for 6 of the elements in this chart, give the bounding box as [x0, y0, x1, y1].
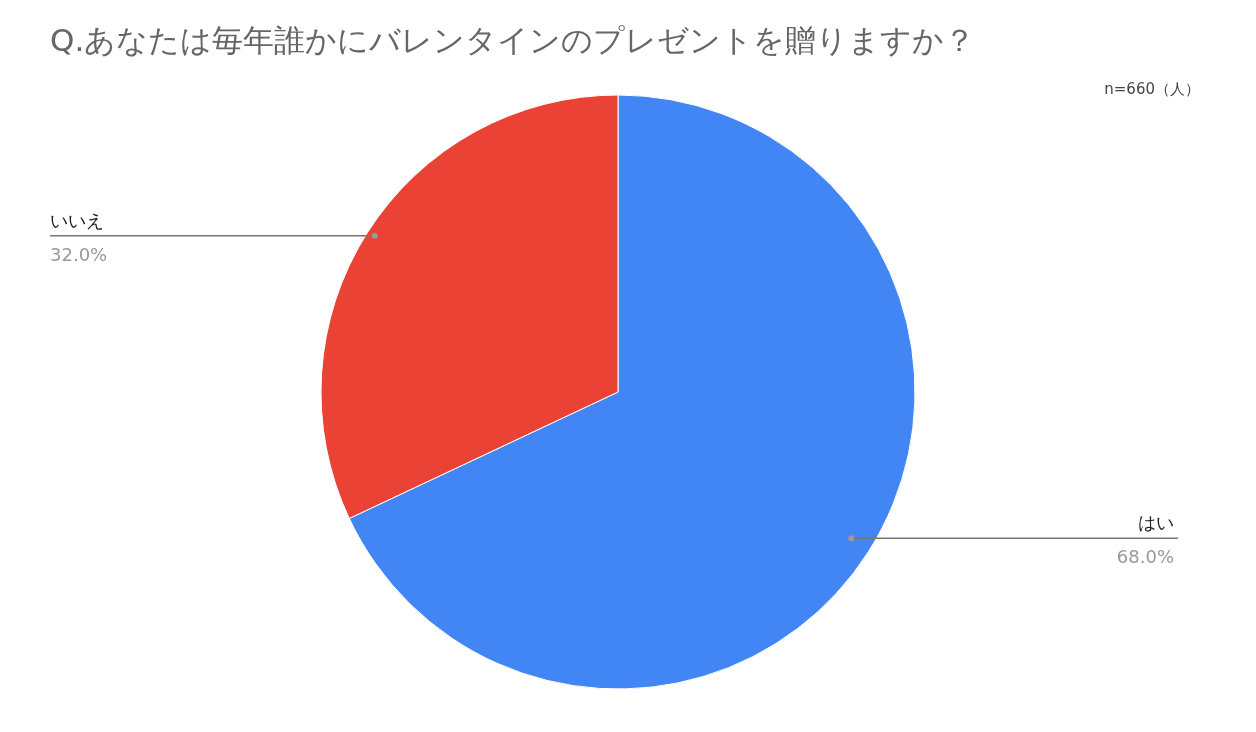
- slice-label: はい: [1138, 512, 1174, 534]
- data-label: 32.0%: [50, 243, 108, 265]
- chart-title: Q.あなたは毎年誰かにバレンタインのプレゼントを贈りますか？: [50, 21, 976, 60]
- slice-label: いいえ: [50, 209, 104, 231]
- data-label: 68.0%: [1116, 546, 1174, 568]
- text: n=660（人）: [1104, 80, 1200, 99]
